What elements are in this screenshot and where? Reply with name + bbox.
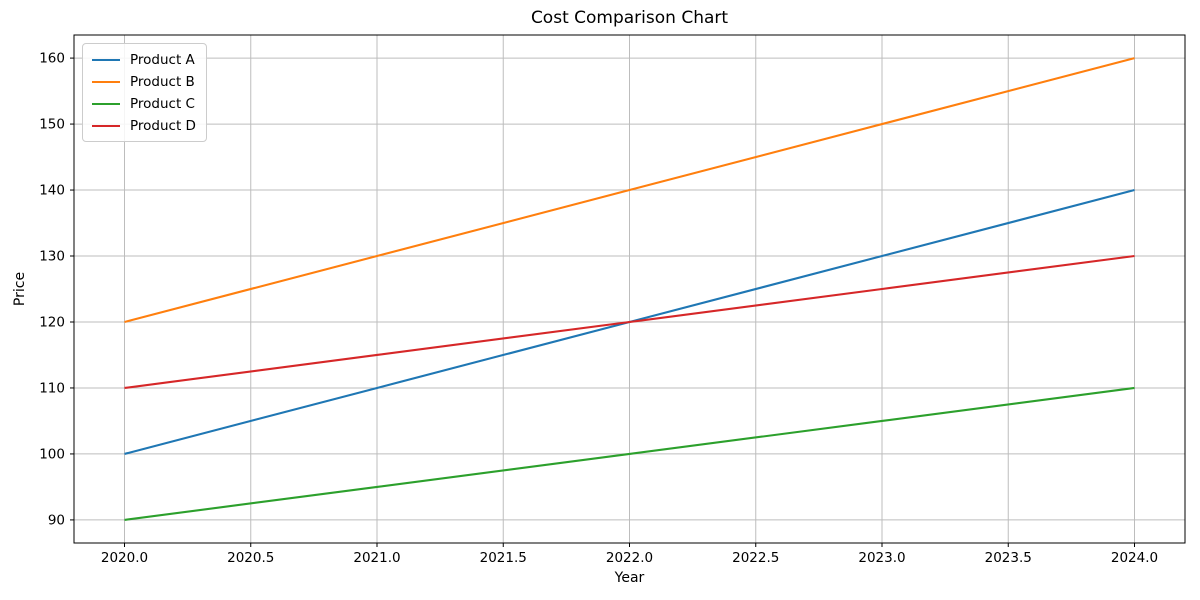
- y-tick-label: 120: [39, 314, 65, 330]
- y-tick-label: 160: [39, 51, 65, 67]
- x-tick-label: 2023.5: [985, 550, 1032, 566]
- y-tick-label: 130: [39, 249, 65, 265]
- legend-label: Product A: [130, 51, 195, 68]
- y-tick-label: 150: [39, 117, 65, 133]
- x-tick-label: 2024.0: [1111, 550, 1158, 566]
- series-line-product-b: [124, 57, 1135, 324]
- x-tick-label: 2021.0: [353, 550, 400, 566]
- y-tick-label: 140: [39, 183, 65, 199]
- y-tick-label: 90: [48, 512, 65, 528]
- series-line-product-d: [124, 254, 1135, 390]
- legend-item-product-a: Product A: [92, 50, 196, 69]
- legend-item-product-d: Product D: [92, 116, 196, 135]
- legend-label: Product D: [130, 117, 196, 134]
- x-tick-label: 2022.0: [606, 550, 653, 566]
- legend-line-sample: [92, 80, 120, 83]
- legend-label: Product C: [130, 95, 195, 112]
- x-tick-label: 2020.0: [101, 550, 148, 566]
- y-tick-label: 100: [39, 446, 65, 462]
- x-tick-label: 2021.5: [480, 550, 527, 566]
- x-axis-label: Year: [614, 570, 645, 586]
- y-tick-label: 110: [39, 380, 65, 396]
- x-tick-label: 2020.5: [227, 550, 274, 566]
- chart-title: Cost Comparison Chart: [530, 8, 729, 28]
- x-tick-label: 2023.0: [858, 550, 905, 566]
- legend-item-product-b: Product B: [92, 72, 196, 91]
- legend-item-product-c: Product C: [92, 94, 196, 113]
- legend-label: Product B: [130, 73, 195, 90]
- series-line-product-c: [124, 386, 1135, 521]
- legend-line-sample: [92, 58, 120, 61]
- x-tick-label: 2022.5: [732, 550, 779, 566]
- legend-line-sample: [92, 102, 120, 105]
- legend: Product A Product B Product C Product D: [82, 43, 207, 142]
- legend-line-sample: [92, 124, 120, 127]
